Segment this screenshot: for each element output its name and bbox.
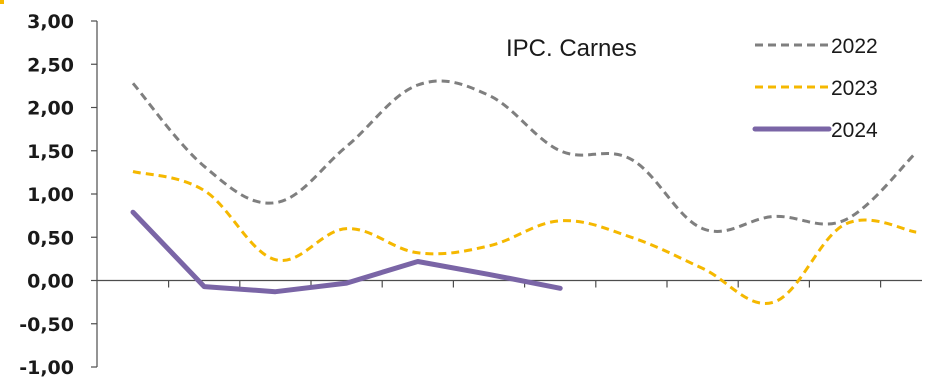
series-line-2022 [131,79,918,233]
series-line-2024 [130,209,563,295]
accent-mark [0,0,4,4]
y-tick-label: 2,50 [27,54,74,76]
chart-title: IPC. Carnes [506,35,637,62]
y-axis-labels: 3,00 2,50 2,00 1,50 1,00 0,50 0,00 -0,50 -1,00 [19,11,74,378]
legend-label-2024: 2024 [831,119,878,142]
axes [91,20,922,368]
series-line-2023 [132,170,917,305]
y-tick-label: -0,50 [19,314,74,336]
y-tick-label: 0,00 [27,271,74,293]
y-tick-label: 1,00 [27,184,74,206]
y-tick-label: 0,50 [27,227,74,249]
series-layer [130,79,918,305]
y-tick-label: 3,00 [27,11,74,33]
y-tick-label: 1,50 [27,141,74,163]
y-tick-label: -1,00 [19,357,74,378]
legend: 2022 2023 2024 [752,35,878,142]
legend-label-2022: 2022 [831,35,878,58]
legend-label-2023: 2023 [831,77,878,100]
y-tick-label: 2,00 [27,98,74,120]
